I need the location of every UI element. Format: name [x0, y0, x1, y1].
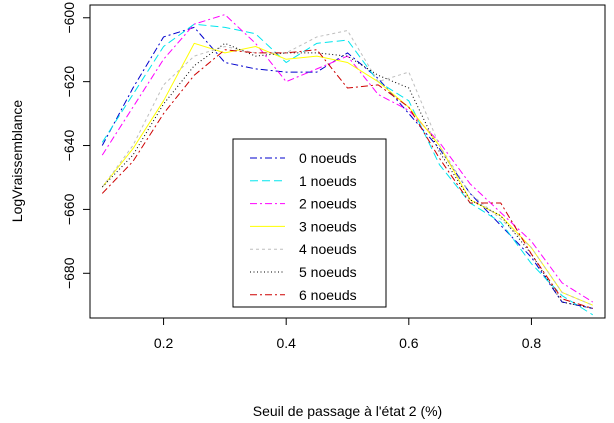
- y-tick-label: −660: [61, 193, 77, 225]
- y-tick-label: −620: [61, 66, 77, 98]
- legend: 0 noeuds 1 noeuds 2 noeuds 3 noeuds 4 noeuds…: [232, 138, 387, 308]
- legend-label: 5 noeuds: [299, 264, 357, 280]
- x-tick-label: 0.6: [399, 335, 419, 351]
- legend-box: [232, 138, 387, 308]
- x-axis-title: Seuil de passage à l'état 2 (%): [253, 403, 442, 419]
- series-line-3-noeuds: [101, 42, 593, 306]
- series-line-5-noeuds: [101, 42, 593, 309]
- series-line-0-noeuds: [101, 26, 593, 309]
- x-tick-label: 0.4: [276, 335, 296, 351]
- x-tick-label: 0.8: [522, 335, 542, 351]
- legend-label: 0 noeuds: [299, 150, 357, 166]
- legend-label: 6 noeuds: [299, 287, 357, 303]
- series-layer: [101, 14, 594, 316]
- x-axis: 0.2 0.4 0.6 0.8: [154, 318, 542, 351]
- y-axis: −680 −660 −640 −620 −600: [61, 2, 90, 289]
- plot-frame: [89, 4, 606, 319]
- series-line-2-noeuds: [101, 14, 594, 303]
- y-tick-label: −600: [61, 2, 77, 34]
- legend-label: 4 noeuds: [299, 241, 357, 257]
- legend-label: 1 noeuds: [299, 173, 357, 189]
- legend-label: 3 noeuds: [299, 218, 357, 234]
- y-axis-title: LogVraissemblance: [9, 100, 25, 223]
- series-line-6-noeuds: [101, 49, 593, 309]
- legend-label: 2 noeuds: [299, 196, 357, 212]
- y-tick-label: −640: [61, 130, 77, 162]
- y-tick-label: −680: [61, 257, 77, 289]
- series-line-1-noeuds: [101, 23, 594, 316]
- x-tick-label: 0.2: [154, 335, 174, 351]
